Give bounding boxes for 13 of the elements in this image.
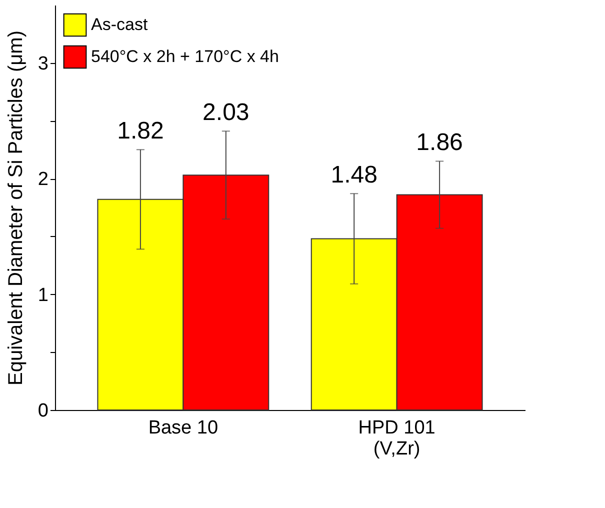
x-tick-label: Base 10 [148,418,218,438]
y-tick-label: 2 [38,169,48,190]
x-tick-label: HPD 101 (V,Zr) [358,418,436,460]
data-label: 1.82 [117,118,164,145]
data-label: 1.86 [416,129,463,156]
legend-label: As-cast [91,15,148,34]
legend-label: 540°C x 2h + 170°C x 4h [91,47,279,66]
y-tick-label: 1 [38,284,48,306]
y-tick-label: 3 [38,53,48,74]
y-tick-label: 0 [38,400,48,422]
y-axis-title: Equivalent Diameter of Si Particles (μm) [4,30,27,386]
data-label: 2.03 [202,99,250,126]
data-label: 1.48 [330,162,378,189]
